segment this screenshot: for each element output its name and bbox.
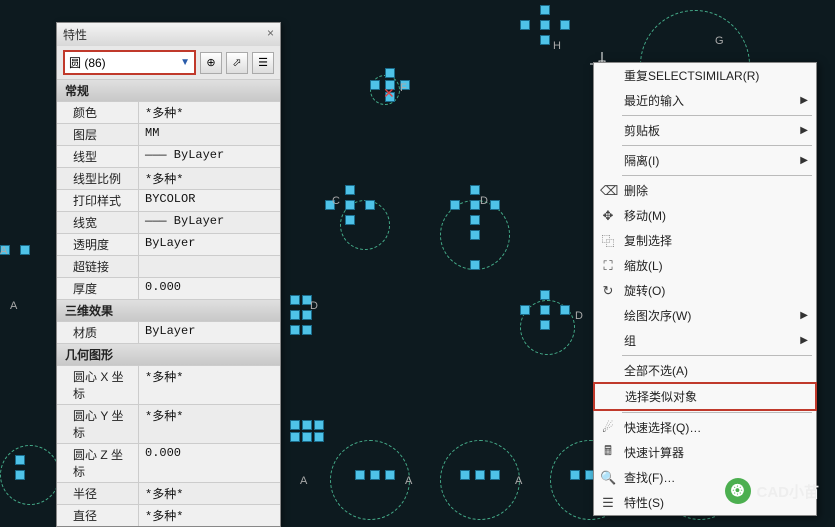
- panel-titlebar[interactable]: 特性 ×: [57, 23, 280, 46]
- menu-quick-calc[interactable]: 🖩快速计算器: [594, 440, 816, 465]
- menu-rotate[interactable]: ↻旋转(O): [594, 278, 816, 303]
- prop-row[interactable]: 厚度0.000: [57, 277, 280, 299]
- menu-scale[interactable]: ⛶缩放(L): [594, 253, 816, 278]
- prop-row[interactable]: 超链接: [57, 255, 280, 277]
- menu-move[interactable]: ✥移动(M): [594, 203, 816, 228]
- chevron-down-icon: ▼: [180, 57, 190, 68]
- section-geometry[interactable]: 几何图形: [57, 343, 280, 365]
- toggle-pickadd-button[interactable]: ⊕: [200, 52, 222, 74]
- prop-row[interactable]: 圆心 Y 坐标*多种*: [57, 404, 280, 443]
- menu-copy-selection[interactable]: ⿻复制选择: [594, 228, 816, 253]
- prop-row[interactable]: 圆心 Z 坐标0.000: [57, 443, 280, 482]
- menu-quick-select[interactable]: ☄快速选择(Q)…: [594, 415, 816, 440]
- scale-icon: ⛶: [600, 258, 616, 274]
- prop-row[interactable]: 圆心 X 坐标*多种*: [57, 365, 280, 404]
- prop-row[interactable]: 线宽——— ByLayer: [57, 211, 280, 233]
- properties-icon: ☰: [600, 495, 616, 511]
- properties-panel: 特性 × 圆 (86) ▼ ⊕ ⬀ ☰ 常规 颜色*多种* 图层MM 线型———…: [56, 22, 281, 527]
- context-menu: 重复SELECTSIMILAR(R) 最近的输入▶ 剪贴板▶ 隔离(I)▶ ⌫删…: [593, 62, 817, 516]
- rotate-icon: ↻: [600, 283, 616, 299]
- panel-title: 特性: [63, 26, 87, 43]
- prop-row[interactable]: 线型比例*多种*: [57, 167, 280, 189]
- submenu-arrow-icon: ▶: [800, 155, 808, 166]
- menu-isolate[interactable]: 隔离(I)▶: [594, 148, 816, 173]
- search-icon: 🔍: [600, 470, 616, 486]
- separator: [622, 175, 812, 176]
- wechat-icon: ❂: [725, 478, 751, 504]
- quick-select-button[interactable]: ☰: [252, 52, 274, 74]
- select-objects-button[interactable]: ⬀: [226, 52, 248, 74]
- separator: [622, 412, 812, 413]
- quick-select-icon: ☄: [600, 420, 616, 436]
- menu-select-similar[interactable]: 选择类似对象: [593, 382, 817, 411]
- menu-recent-input[interactable]: 最近的输入▶: [594, 88, 816, 113]
- menu-draw-order[interactable]: 绘图次序(W)▶: [594, 303, 816, 328]
- selected-object-label: 圆 (86): [69, 54, 106, 71]
- prop-row[interactable]: 线型——— ByLayer: [57, 145, 280, 167]
- prop-row[interactable]: 打印样式BYCOLOR: [57, 189, 280, 211]
- section-general[interactable]: 常规: [57, 79, 280, 101]
- prop-row[interactable]: 直径*多种*: [57, 504, 280, 526]
- menu-erase[interactable]: ⌫删除: [594, 178, 816, 203]
- watermark: ❂ CAD小苗: [725, 478, 820, 504]
- separator: [622, 115, 812, 116]
- copy-icon: ⿻: [600, 231, 616, 250]
- calculator-icon: 🖩: [600, 442, 616, 464]
- prop-row[interactable]: 图层MM: [57, 123, 280, 145]
- prop-row[interactable]: 材质ByLayer: [57, 321, 280, 343]
- submenu-arrow-icon: ▶: [800, 95, 808, 106]
- close-icon[interactable]: ×: [267, 26, 274, 43]
- menu-deselect-all[interactable]: 全部不选(A): [594, 358, 816, 383]
- separator: [622, 355, 812, 356]
- watermark-text: CAD小苗: [757, 481, 820, 502]
- prop-row[interactable]: 透明度ByLayer: [57, 233, 280, 255]
- prop-row[interactable]: 颜色*多种*: [57, 101, 280, 123]
- prop-row[interactable]: 半径*多种*: [57, 482, 280, 504]
- separator: [622, 145, 812, 146]
- submenu-arrow-icon: ▶: [800, 310, 808, 321]
- erase-icon: ⌫: [600, 183, 616, 199]
- menu-clipboard[interactable]: 剪贴板▶: [594, 118, 816, 143]
- object-type-select[interactable]: 圆 (86) ▼: [63, 50, 196, 75]
- menu-group[interactable]: 组▶: [594, 328, 816, 353]
- section-3d-effect[interactable]: 三维效果: [57, 299, 280, 321]
- menu-repeat[interactable]: 重复SELECTSIMILAR(R): [594, 63, 816, 88]
- submenu-arrow-icon: ▶: [800, 335, 808, 346]
- submenu-arrow-icon: ▶: [800, 125, 808, 136]
- move-icon: ✥: [600, 208, 616, 224]
